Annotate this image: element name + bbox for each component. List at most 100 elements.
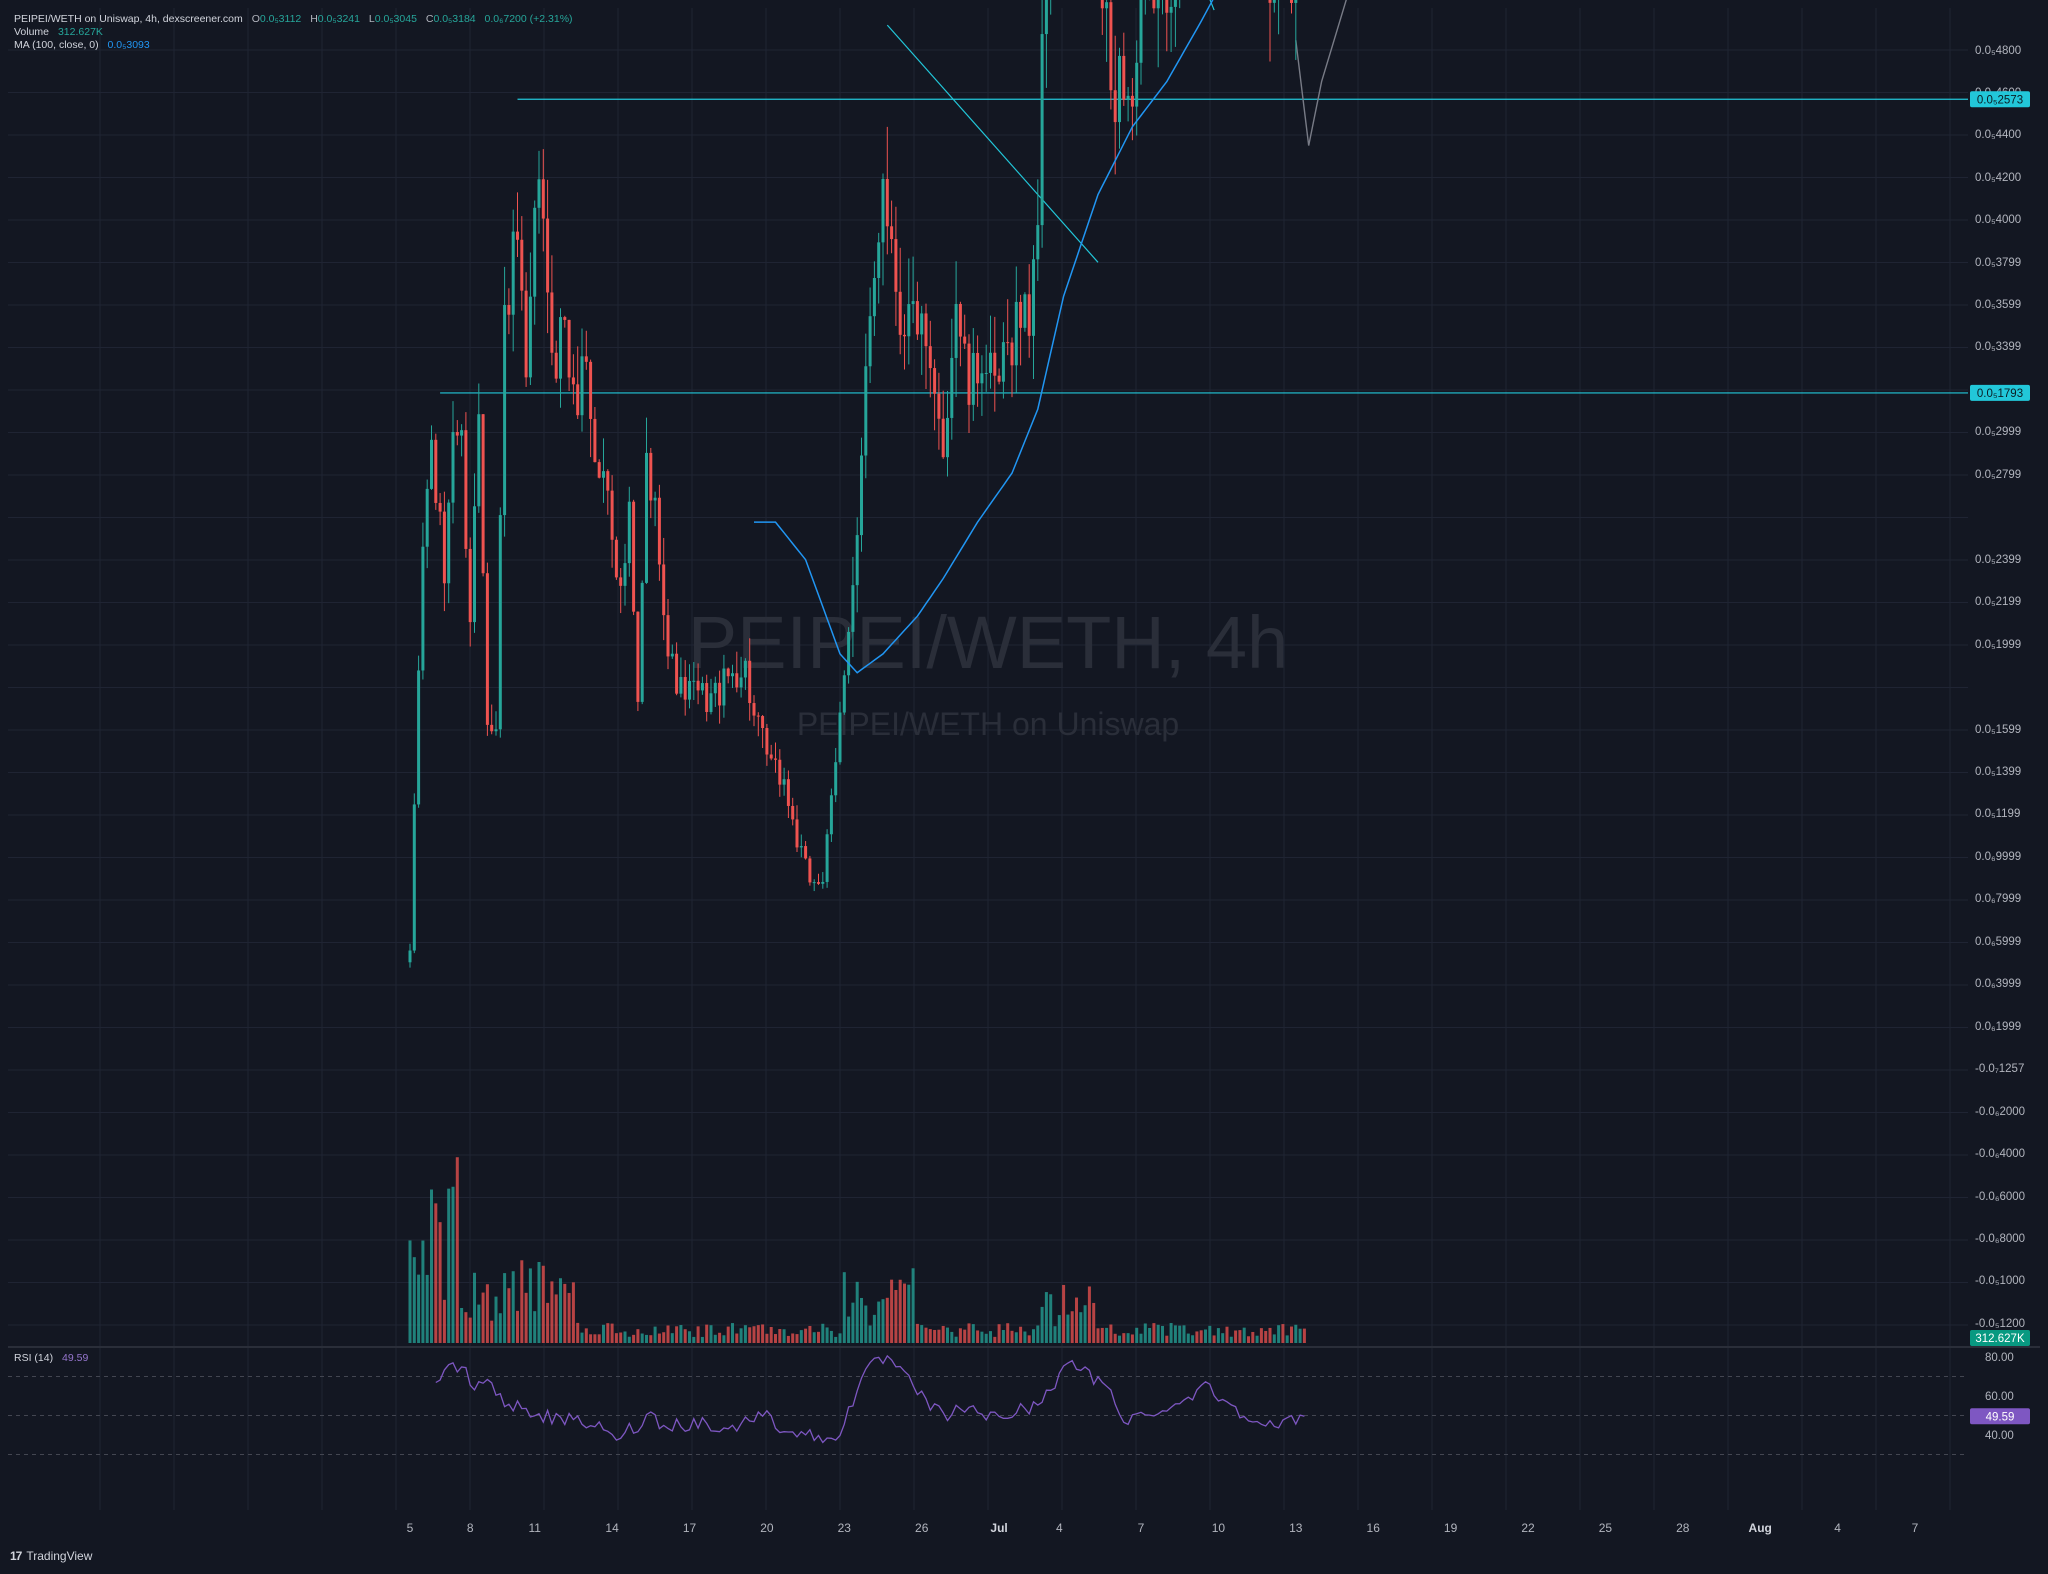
- candle-body: [950, 357, 954, 418]
- candle-body: [872, 277, 876, 317]
- candle-body: [451, 432, 455, 503]
- ohlc-close-label: C: [425, 13, 434, 25]
- volume-bar: [881, 1299, 885, 1343]
- volume-bar: [670, 1333, 674, 1343]
- volume-bar: [1182, 1325, 1186, 1343]
- volume-bar: [1019, 1326, 1023, 1343]
- rsi-label[interactable]: RSI (14): [14, 1352, 54, 1364]
- candle-body: [554, 352, 558, 379]
- volume-bar: [1251, 1331, 1255, 1343]
- ma-label[interactable]: MA (100, close, 0): [14, 39, 99, 51]
- volume-bar: [460, 1307, 464, 1343]
- volume-bar: [580, 1332, 584, 1343]
- volume-bar: [1049, 1294, 1053, 1343]
- price-axis-tick: 0.0₅4200: [1975, 172, 2021, 184]
- volume-bar: [477, 1304, 481, 1343]
- candle-body: [494, 729, 498, 732]
- candle-body: [890, 226, 894, 240]
- volume-bar: [1212, 1335, 1216, 1343]
- volume-bar: [941, 1325, 945, 1343]
- candle-body: [743, 660, 747, 678]
- volume-bar: [490, 1320, 494, 1343]
- price-axis[interactable]: 0.0₅48000.0₅46000.0₅44000.0₅42000.0₅4000…: [1975, 45, 2025, 1442]
- candle-body: [657, 497, 661, 565]
- trend-drawings[interactable]: [886, 0, 1403, 263]
- volume-bar: [812, 1332, 816, 1343]
- candle-body: [855, 535, 859, 586]
- legend-main: PEIPEI/WETH on Uniswap, 4h, dexscreener.…: [14, 13, 573, 26]
- volume-bar: [1204, 1329, 1207, 1343]
- price-axis-tick: 0.0₅2199: [1975, 596, 2021, 608]
- horizontal-levels[interactable]: [8, 0, 1968, 394]
- volume-bar: [481, 1292, 485, 1343]
- volume-bar: [808, 1325, 812, 1343]
- volume-bar: [537, 1261, 541, 1343]
- volume-bar: [1195, 1331, 1199, 1343]
- candle-body: [473, 506, 476, 623]
- candle-body: [1010, 342, 1014, 366]
- candle-body: [713, 682, 717, 694]
- candle-body: [692, 680, 696, 682]
- volume-bar: [520, 1260, 524, 1343]
- candle-body: [1040, 34, 1044, 226]
- volume-bar: [1032, 1329, 1035, 1343]
- trendline-down-lower: [886, 24, 1099, 263]
- ohlc-close: 0.0₅3184: [433, 13, 476, 25]
- price-axis-tick: -0.0₆8000: [1975, 1233, 2025, 1245]
- candle-body: [649, 452, 653, 501]
- volume-bar: [1027, 1335, 1031, 1343]
- volume-bar: [421, 1240, 425, 1343]
- candle-body: [920, 313, 924, 335]
- volume-bar: [434, 1203, 438, 1343]
- candle-body: [1044, 0, 1048, 35]
- volume-bar: [967, 1323, 971, 1343]
- symbol-title[interactable]: PEIPEI/WETH on Uniswap, 4h, dexscreener.…: [14, 13, 243, 25]
- volume-bar: [1053, 1326, 1057, 1343]
- watermark: PEIPEI/WETH, 4h PEIPEI/WETH on Uniswap: [688, 601, 1288, 742]
- candle-body: [670, 653, 674, 657]
- time-axis[interactable]: 5 8 11 14 17 20 23 26 Jul 4 7 10 13 16 19 22 25 28 Aug 4 7: [407, 1521, 1919, 1535]
- price-axis-tick: 0.0₅2999: [1975, 426, 2021, 438]
- candle-body: [700, 683, 704, 691]
- time-axis-tick: 20: [760, 1521, 774, 1535]
- time-axis-tick: 22: [1521, 1521, 1535, 1535]
- volume-bar: [1247, 1336, 1250, 1343]
- candle-body: [1019, 301, 1023, 328]
- volume-bar: [735, 1333, 739, 1343]
- candle-body: [1156, 0, 1160, 9]
- volume-bar: [860, 1297, 863, 1343]
- candle-body: [838, 712, 842, 763]
- brand[interactable]: 17 TradingView: [10, 1549, 92, 1563]
- volume-bar: [1023, 1331, 1027, 1343]
- candle-body: [520, 239, 524, 291]
- volume-bar: [976, 1330, 980, 1343]
- volume-bar: [984, 1333, 988, 1343]
- candle-body: [460, 430, 464, 436]
- volume-bar: [739, 1328, 743, 1343]
- price-axis-tick: 0.0₅2799: [1975, 469, 2021, 481]
- volume-bar: [528, 1268, 532, 1343]
- volume-bar: [1066, 1314, 1070, 1343]
- volume-label[interactable]: Volume: [14, 26, 50, 38]
- candle-body: [593, 418, 597, 463]
- volume-bar: [1191, 1335, 1195, 1343]
- ohlc-low-label: L: [368, 13, 375, 25]
- candle-body: [645, 452, 648, 583]
- price-axis-tick: -0.0₇1257: [1975, 1063, 2024, 1075]
- time-axis-tick: 25: [1599, 1521, 1613, 1535]
- candle-body: [1109, 2, 1113, 91]
- candle-body: [812, 882, 816, 884]
- price-axis-tick: -0.0₆2000: [1975, 1106, 2025, 1118]
- volume-bar: [1216, 1328, 1220, 1343]
- volume-bar: [1221, 1333, 1225, 1343]
- candle-body: [1006, 342, 1010, 344]
- candle-body: [606, 471, 610, 491]
- candle-body: [1165, 0, 1169, 13]
- candle-body: [636, 611, 640, 702]
- volume-bar: [756, 1325, 760, 1343]
- price-axis-tick: 0.0₆3999: [1975, 978, 2021, 990]
- volume-bar: [709, 1325, 713, 1343]
